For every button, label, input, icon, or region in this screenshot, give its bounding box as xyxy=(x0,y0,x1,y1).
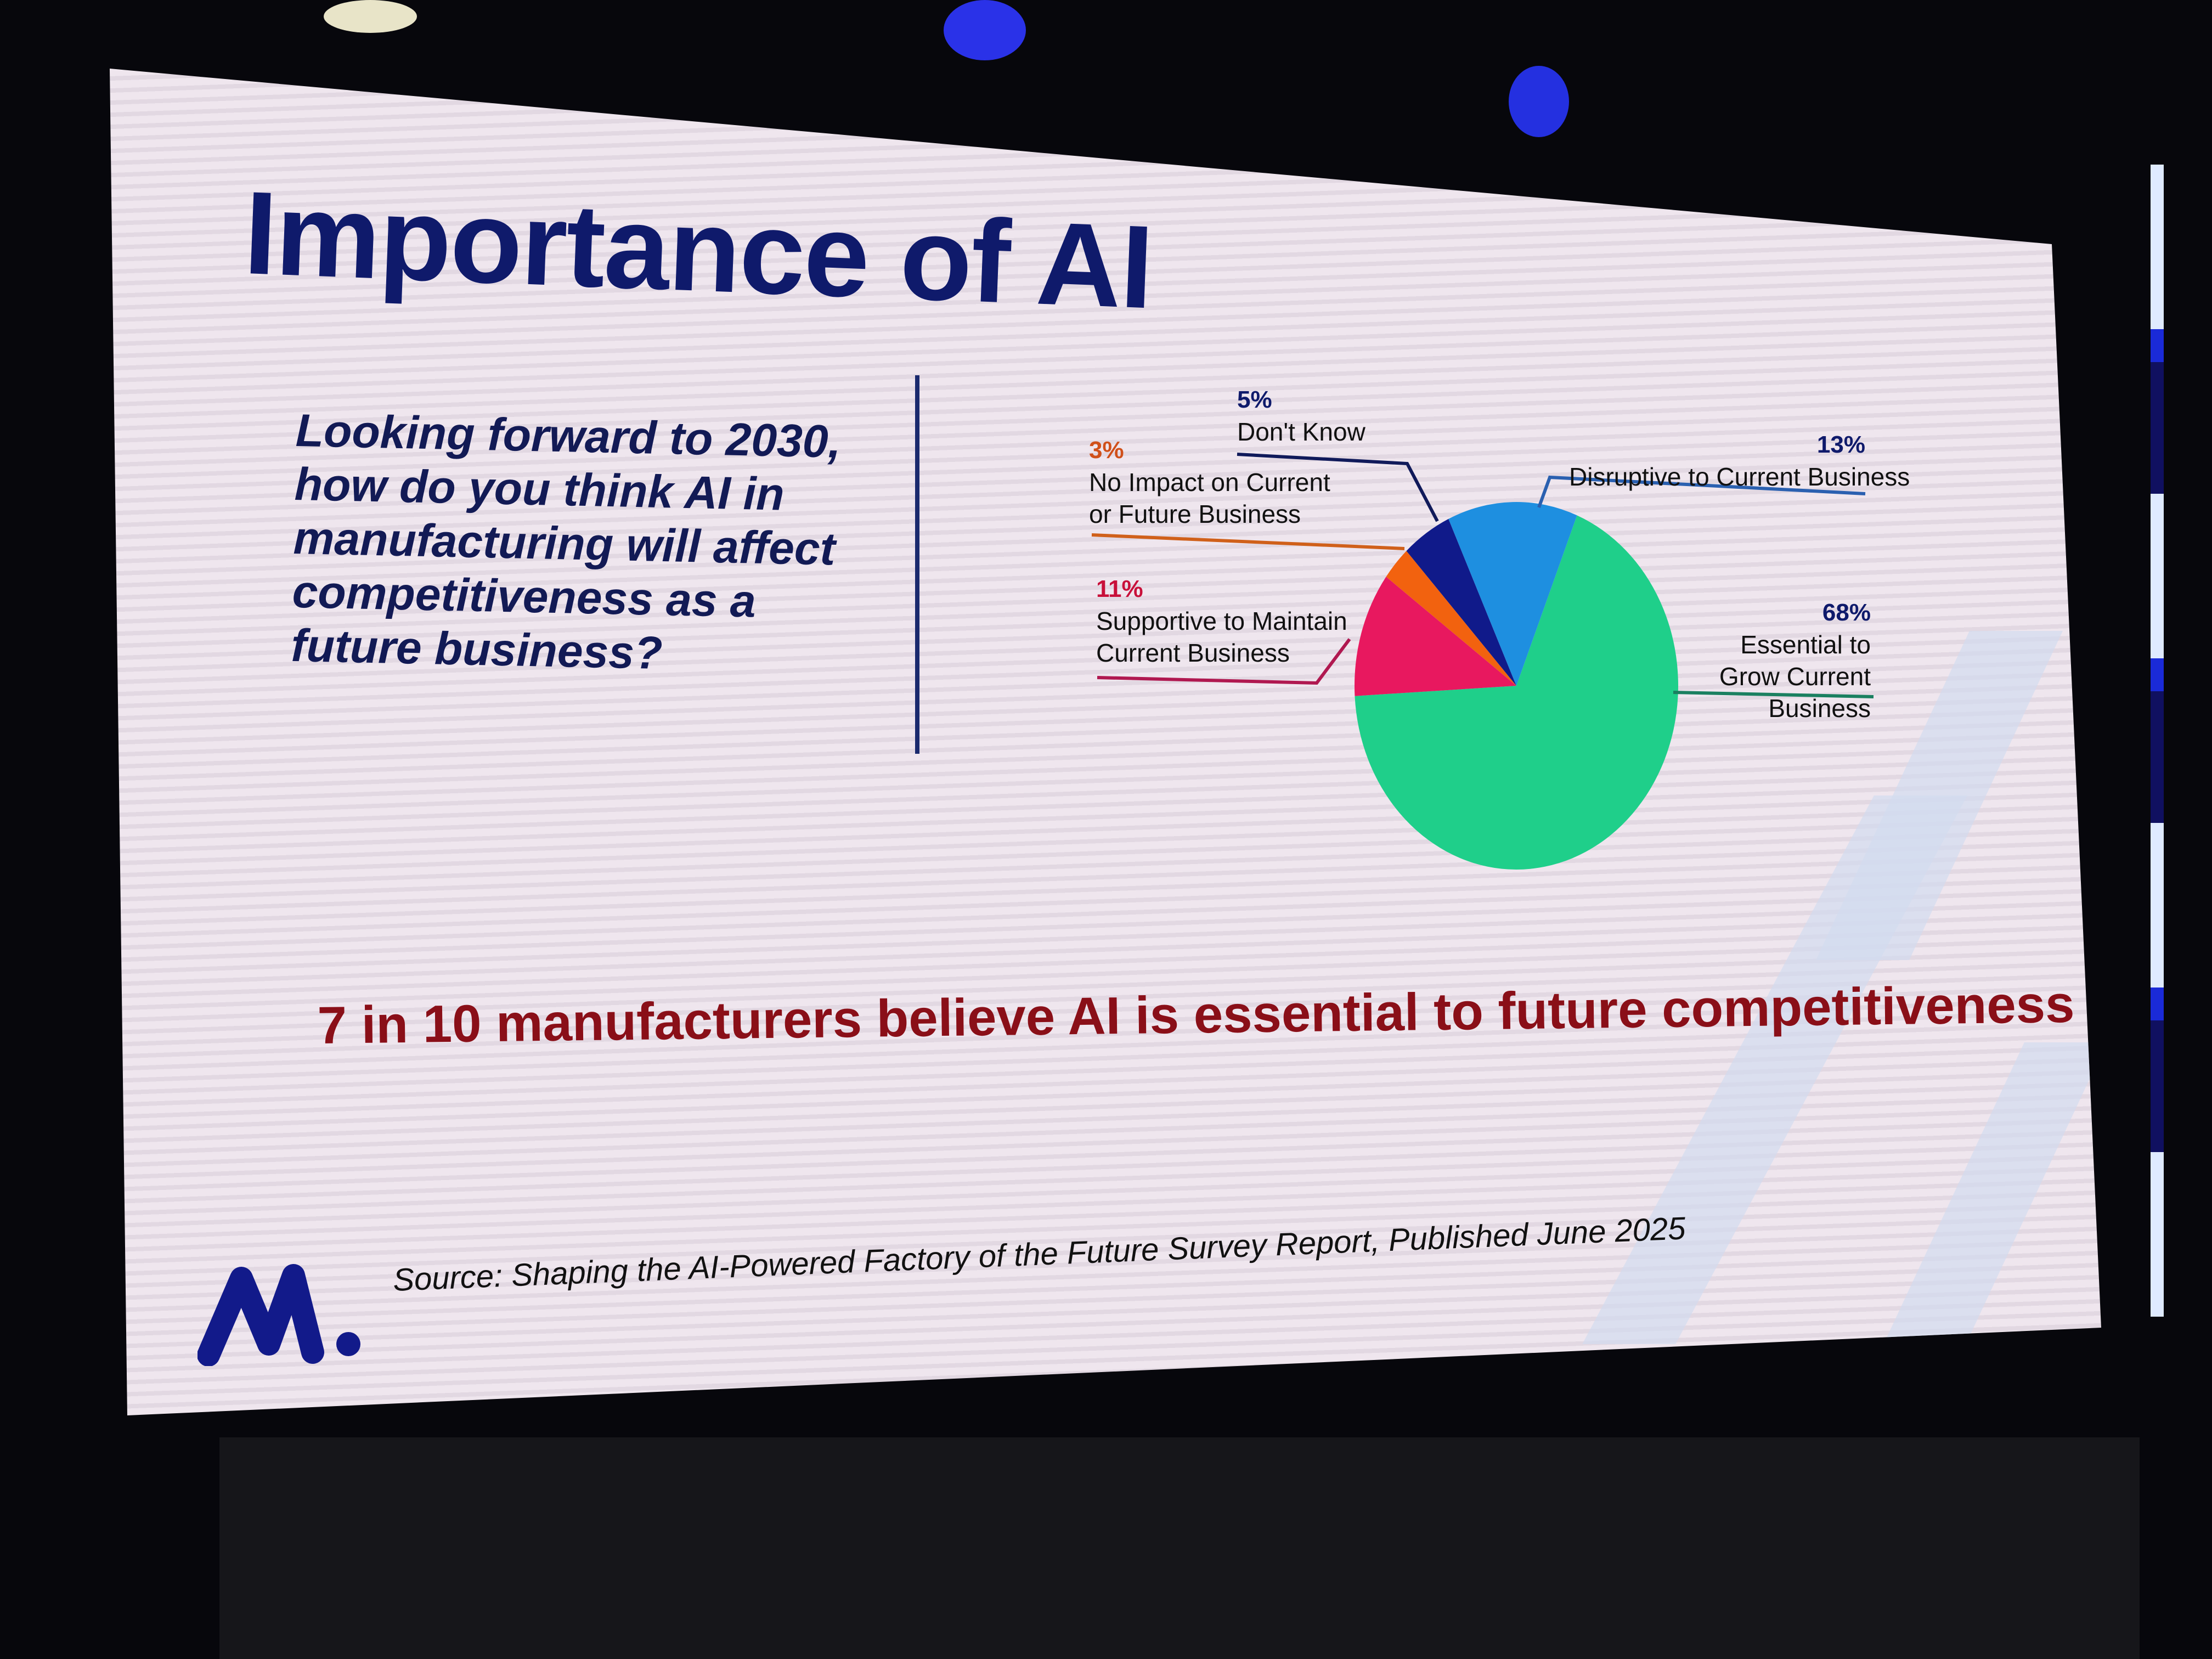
slice-label-disruptive: 13% Disruptive to Current Business xyxy=(1569,429,1910,493)
pie-slice-essential-to-grow-current-business xyxy=(1355,515,1679,870)
pie-slice-don-t-know xyxy=(1406,518,1516,686)
slice-name: Don't Know xyxy=(1237,417,1365,446)
pie-slice-disruptive-to-current-business xyxy=(1448,502,1577,686)
company-logo xyxy=(197,1262,373,1369)
stage-floor xyxy=(219,1437,2140,1659)
slice-label-essential: 68% Essential to Grow Current Business xyxy=(1679,597,1871,724)
stage-light xyxy=(324,0,417,33)
slice-name: Essential to Grow Current Business xyxy=(1719,630,1871,723)
leader-line-disruptive xyxy=(1537,475,1866,509)
slice-name: Disruptive to Current Business xyxy=(1569,462,1910,491)
slice-label-supportive: 11% Supportive to Maintain Current Busin… xyxy=(1096,573,1359,669)
slice-value: 11% xyxy=(1096,575,1143,602)
stage-light xyxy=(944,0,1026,60)
pie-slice-supportive-to-maintain-current-business xyxy=(1355,577,1516,696)
slice-name: No Impact on Current or Future Business xyxy=(1089,468,1330,528)
slice-value: 68% xyxy=(1822,599,1871,626)
slice-value: 3% xyxy=(1089,437,1124,464)
pie-slice-no-impact-on-current-or-future-business xyxy=(1386,551,1516,686)
leader-line-dont-know xyxy=(1237,453,1439,522)
slice-label-no-impact: 3% No Impact on Current or Future Busine… xyxy=(1089,435,1347,530)
vertical-divider xyxy=(915,375,919,754)
leader-line-essential xyxy=(1673,691,1874,698)
logo-m-icon xyxy=(197,1264,360,1367)
slice-value: 13% xyxy=(1816,431,1865,458)
slice-label-dont-know: 5% Don't Know xyxy=(1237,384,1365,448)
led-strip xyxy=(2151,165,2164,1317)
leader-line-supportive xyxy=(1097,638,1351,685)
stage-light xyxy=(1509,66,1569,137)
leader-line-no-impact xyxy=(1091,533,1405,550)
slice-name: Supportive to Maintain Current Business xyxy=(1096,607,1347,667)
slice-value: 5% xyxy=(1237,386,1272,413)
